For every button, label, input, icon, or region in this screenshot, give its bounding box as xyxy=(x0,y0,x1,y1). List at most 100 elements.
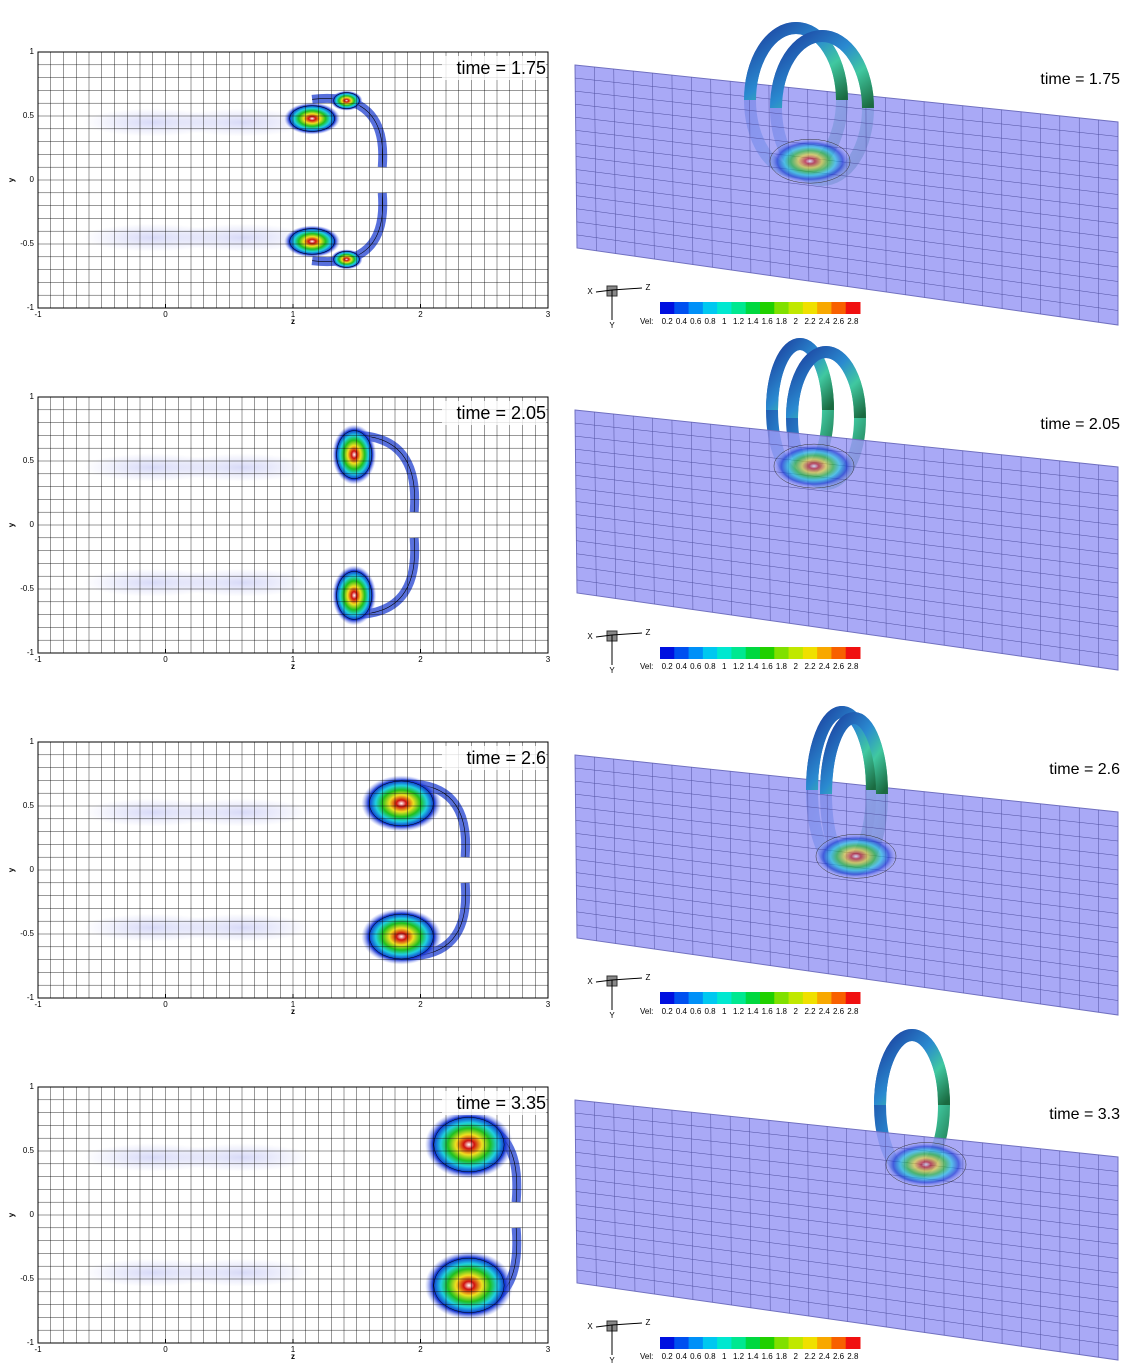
colorbar-tick: 2.2 xyxy=(804,1007,816,1016)
plane-grid xyxy=(575,1152,1119,1216)
colorbar-swatch xyxy=(702,992,718,1004)
plane-grid xyxy=(575,117,1119,181)
plane-grid xyxy=(575,780,1119,842)
vortex-contour xyxy=(289,105,335,132)
colorbar-tick: 0.6 xyxy=(690,317,702,326)
colorbar-label: Vel: xyxy=(640,662,653,671)
colorbar-swatch xyxy=(788,647,804,659)
plane-contour xyxy=(885,1142,967,1187)
colorbar-swatch xyxy=(831,1337,847,1349)
y-axis-label: y xyxy=(7,522,16,527)
triad-axis xyxy=(611,1322,643,1326)
colorbar-tick: 1.8 xyxy=(776,317,788,326)
plane-grid xyxy=(576,1269,1119,1346)
triad-y: Y xyxy=(609,666,615,675)
colorbar-tick: 0.8 xyxy=(704,1007,716,1016)
vortex-contour xyxy=(333,251,360,268)
colorbar-swatch xyxy=(802,1337,818,1349)
time-bg xyxy=(442,1091,546,1115)
plane-grid xyxy=(575,422,1119,482)
colorbar-swatch xyxy=(831,647,847,659)
plane-contour xyxy=(773,443,855,489)
colorbar-tick: 2 xyxy=(793,662,798,671)
x-tick-label: -1 xyxy=(34,1000,42,1009)
x-tick-label: 0 xyxy=(163,1000,168,1009)
vortex-core xyxy=(361,775,442,832)
colorbar-swatch xyxy=(745,992,761,1004)
x-tick-label: 2 xyxy=(418,1000,423,1009)
colorbar-swatch xyxy=(688,992,704,1004)
colorbar-tick: 1.2 xyxy=(733,1352,745,1361)
colorbar-tick: 1.8 xyxy=(776,1352,788,1361)
x-axis-label: z xyxy=(291,1007,295,1016)
ring-front xyxy=(786,346,866,419)
colorbar-tick: 2.8 xyxy=(847,317,859,326)
colorbar-tick: 1.2 xyxy=(733,662,745,671)
plane-contour xyxy=(769,138,851,184)
plane-grid xyxy=(575,77,1119,137)
plane-grid xyxy=(576,1204,1119,1274)
colorbar-tick: 1 xyxy=(722,1352,727,1361)
x-tick-label: 1 xyxy=(291,1345,296,1354)
plane-grid xyxy=(575,793,1119,856)
plane-contour xyxy=(815,834,897,879)
triad-z: Z xyxy=(646,1318,651,1327)
vortex-core xyxy=(332,424,377,485)
colorbar-swatch xyxy=(688,302,704,314)
slice-time: time = 1.75 xyxy=(456,58,546,78)
colorbar-tick: 2.2 xyxy=(804,317,816,326)
triad-axis xyxy=(595,634,613,638)
colorbar-tick: 0.4 xyxy=(676,1352,688,1361)
view-time: time = 3.3 xyxy=(1049,1106,1120,1123)
view-time: time = 2.05 xyxy=(1040,416,1120,433)
x-tick-label: 3 xyxy=(546,655,551,664)
colorbar-swatch xyxy=(731,647,747,659)
colorbar-swatch xyxy=(774,647,790,659)
colorbar-swatch xyxy=(702,1337,718,1349)
colorbar-swatch xyxy=(802,992,818,1004)
plane-grid xyxy=(575,143,1119,210)
y-tick-label: 1 xyxy=(30,1082,35,1091)
y-tick-label: -0.5 xyxy=(20,584,34,593)
colorbar-swatch xyxy=(660,302,675,314)
colorbar-swatch xyxy=(817,1337,832,1349)
plane-grid xyxy=(575,846,1119,914)
time-bg xyxy=(442,746,546,770)
plane-grid xyxy=(576,1230,1119,1303)
colorbar-swatch xyxy=(745,302,761,314)
plane-grid xyxy=(575,1165,1119,1230)
y-tick-label: 0 xyxy=(30,520,35,529)
vortex-tail-edge xyxy=(312,192,384,262)
colorbar-swatch xyxy=(702,647,718,659)
colorbar-tick: 1.8 xyxy=(776,662,788,671)
triad-x: X xyxy=(587,632,593,641)
colorbar-tick: 0.8 xyxy=(704,662,716,671)
colorbar-tick: 1.4 xyxy=(747,1352,759,1361)
colorbar-tick: 1 xyxy=(722,317,727,326)
plane-grid xyxy=(576,553,1119,627)
plane-grid xyxy=(576,1256,1119,1332)
y-tick-label: 1 xyxy=(30,737,35,746)
colorbar-tick: 1.6 xyxy=(762,662,774,671)
plane-grid xyxy=(576,924,1119,1001)
plane-grid xyxy=(576,208,1119,282)
colorbar-tick: 1.6 xyxy=(762,1352,774,1361)
ring-front xyxy=(806,706,878,791)
vortex-contour xyxy=(433,1257,505,1313)
plane-grid xyxy=(576,195,1119,268)
colorbar-swatch xyxy=(774,992,790,1004)
colorbar-swatch xyxy=(831,302,847,314)
colorbar-tick: 0.8 xyxy=(704,1352,716,1361)
colorbar-swatch xyxy=(717,1337,732,1349)
colorbar-tick: 2 xyxy=(793,1007,798,1016)
triad-z: Z xyxy=(646,973,651,982)
time-bg xyxy=(442,56,546,80)
colorbar-swatch xyxy=(788,302,804,314)
view-time: time = 1.75 xyxy=(1040,71,1120,88)
colorbar-swatch xyxy=(674,992,690,1004)
colorbar-tick: 2.4 xyxy=(819,1007,831,1016)
plane-grid xyxy=(575,488,1119,555)
slice-time: time = 2.05 xyxy=(456,403,546,423)
vortex-contour xyxy=(333,92,360,109)
slice-plot: -1 0 1 2 3 1 0.5 0 -0.5 -1 z y time = 2.6 xyxy=(7,737,551,1016)
